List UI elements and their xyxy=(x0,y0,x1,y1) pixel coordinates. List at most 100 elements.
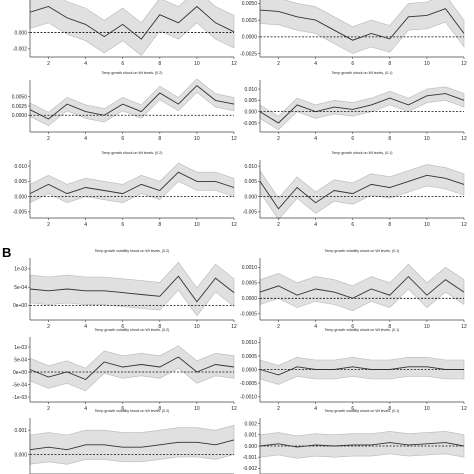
confidence-band xyxy=(29,345,235,392)
response-line xyxy=(259,275,465,299)
x-tick-label: 6 xyxy=(351,406,354,412)
x-tick-label: 6 xyxy=(121,406,124,412)
y-tick-label: -0.005 xyxy=(243,210,257,216)
x-tick-label: 4 xyxy=(314,324,317,330)
x-tick-label: 10 xyxy=(424,136,430,142)
x-tick-label: 10 xyxy=(424,61,430,67)
x-tick-label: 10 xyxy=(194,324,200,330)
panel-title: Temp growth shock on Wt levels, (0.1) xyxy=(332,71,393,75)
x-tick-label: 10 xyxy=(194,136,200,142)
x-tick-label: 4 xyxy=(84,324,87,330)
x-tick-label: 8 xyxy=(158,406,161,412)
y-tick-label: 0.000 xyxy=(244,109,257,115)
y-tick-label: 0.0010 xyxy=(242,265,258,271)
x-tick-label: 4 xyxy=(84,136,87,142)
x-tick-label: 12 xyxy=(461,61,467,67)
x-tick-label: 8 xyxy=(388,61,391,67)
x-tick-label: 6 xyxy=(121,222,124,228)
section-b-label: B xyxy=(2,245,11,260)
y-tick-label: -0.0005 xyxy=(240,381,257,387)
irf-panel-p5: Temp growth shock on Wt levels, (0.2) 0.0… xyxy=(13,151,237,228)
x-tick-label: 8 xyxy=(158,222,161,228)
response-line xyxy=(259,8,465,41)
y-tick-label: 0.010 xyxy=(244,164,257,170)
x-tick-label: 12 xyxy=(461,324,467,330)
x-tick-label: 4 xyxy=(314,406,317,412)
y-tick-label: 0.0000 xyxy=(242,367,258,373)
panel-title: Temp growth volatility shock on Wt level… xyxy=(95,409,170,413)
y-tick-label: 0.000 xyxy=(14,30,27,36)
y-tick-label: -0.0005 xyxy=(240,312,257,318)
response-line xyxy=(29,171,235,195)
y-tick-label: 0.0005 xyxy=(242,354,258,360)
y-tick-label: -0.002 xyxy=(13,47,27,53)
response-line xyxy=(259,93,465,124)
y-tick-label: 0.0025 xyxy=(242,18,258,24)
y-tick-label: -0.001 xyxy=(243,455,257,461)
y-tick-label: 0.0010 xyxy=(242,340,258,346)
x-tick-label: 10 xyxy=(424,222,430,228)
panel-title: Temp growth volatility shock on Wt level… xyxy=(95,328,170,332)
y-tick-label: 0.0050 xyxy=(12,95,28,101)
confidence-band xyxy=(29,0,235,56)
irf-panel-p2: -0.0025 0.0000 0.0025 0.0050 2 4 6 8 10 12 xyxy=(240,0,467,67)
x-tick-label: 6 xyxy=(351,136,354,142)
x-tick-label: 6 xyxy=(121,324,124,330)
x-tick-label: 10 xyxy=(194,406,200,412)
x-tick-label: 2 xyxy=(277,136,280,142)
x-tick-label: 2 xyxy=(277,61,280,67)
y-tick-label: 0e+00 xyxy=(13,370,27,376)
y-tick-label: 0.005 xyxy=(244,179,257,185)
irf-panel-p9: Temp growth volatility shock on Wt level… xyxy=(13,328,237,412)
confidence-band xyxy=(259,263,465,312)
y-tick-label: 0.010 xyxy=(244,87,257,93)
y-tick-label: 0.001 xyxy=(14,428,27,434)
response-line xyxy=(259,366,464,376)
x-tick-label: 2 xyxy=(47,136,50,142)
x-tick-label: 8 xyxy=(388,222,391,228)
y-tick-label: 0.005 xyxy=(244,98,257,104)
irf-panel-p10: Temp growth volatility shock on Wt level… xyxy=(240,328,467,412)
y-tick-label: 1e-03 xyxy=(14,267,27,273)
panel-title: Temp growth volatility shock on Wt level… xyxy=(325,249,400,253)
x-tick-label: 6 xyxy=(121,136,124,142)
y-tick-label: -1e-03 xyxy=(13,395,28,401)
response-line xyxy=(29,5,235,40)
y-tick-label: -0.0025 xyxy=(240,51,257,57)
y-tick-label: 0.000 xyxy=(244,444,257,450)
y-tick-label: -0.0010 xyxy=(240,394,257,400)
x-tick-label: 8 xyxy=(388,324,391,330)
panel-title: Temp growth shock on Wt levels, (0.1) xyxy=(332,151,393,155)
y-tick-label: 0.0000 xyxy=(242,296,258,302)
x-tick-label: 2 xyxy=(47,406,50,412)
y-tick-label: -0.005 xyxy=(13,210,27,216)
x-tick-label: 8 xyxy=(158,324,161,330)
confidence-band xyxy=(29,424,235,465)
x-tick-label: 12 xyxy=(231,406,237,412)
irf-panel-p12: Temp growth volatility shock on Wt level… xyxy=(243,409,465,474)
irf-panel-p7: Temp growth volatility shock on Wt level… xyxy=(13,249,237,330)
y-tick-label: -5e-04 xyxy=(13,382,28,388)
x-tick-label: 10 xyxy=(194,222,200,228)
y-tick-label: 0e+00 xyxy=(13,303,27,309)
panel-title: Temp growth volatility shock on Wt level… xyxy=(325,409,400,413)
x-tick-label: 10 xyxy=(424,406,430,412)
y-tick-label: 1e-03 xyxy=(14,345,27,351)
x-tick-label: 4 xyxy=(84,61,87,67)
x-tick-label: 4 xyxy=(84,406,87,412)
panel-title: Temp growth volatility shock on Wt level… xyxy=(95,249,170,253)
x-tick-label: 12 xyxy=(231,222,237,228)
irf-panel-p3: Temp growth shock on Wt levels, (0.2) 0.0… xyxy=(12,71,237,142)
x-tick-label: 4 xyxy=(314,61,317,67)
response-line xyxy=(29,439,235,451)
x-tick-label: 2 xyxy=(277,222,280,228)
y-tick-label: 0.005 xyxy=(14,179,27,185)
x-tick-label: 8 xyxy=(388,136,391,142)
x-tick-label: 6 xyxy=(351,61,354,67)
y-tick-label: 0.0005 xyxy=(242,281,258,287)
y-tick-label: -0.002 xyxy=(243,466,257,472)
y-tick-label: 0.002 xyxy=(244,421,257,427)
response-line xyxy=(259,442,465,448)
response-line xyxy=(29,275,235,303)
